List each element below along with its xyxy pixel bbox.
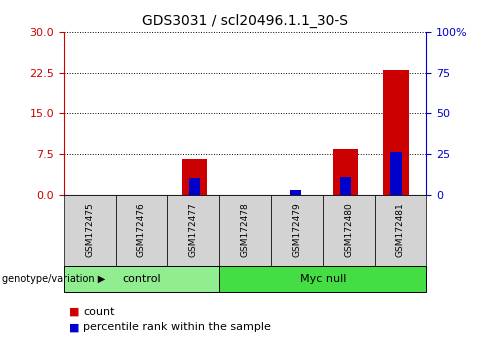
Text: GSM172478: GSM172478 xyxy=(241,203,249,257)
Text: GSM172477: GSM172477 xyxy=(189,203,197,257)
Text: GSM172475: GSM172475 xyxy=(85,203,94,257)
Bar xyxy=(333,149,358,195)
Text: Myc null: Myc null xyxy=(299,274,346,284)
Title: GDS3031 / scl20496.1.1_30-S: GDS3031 / scl20496.1.1_30-S xyxy=(142,14,348,28)
Bar xyxy=(391,152,402,195)
Text: control: control xyxy=(122,274,161,284)
Text: GSM172476: GSM172476 xyxy=(137,203,146,257)
Bar xyxy=(290,190,301,195)
Text: ■: ■ xyxy=(69,307,79,316)
Text: count: count xyxy=(83,307,115,316)
Bar xyxy=(182,159,207,195)
Text: genotype/variation ▶: genotype/variation ▶ xyxy=(2,274,106,284)
Text: ■: ■ xyxy=(69,322,79,332)
Bar xyxy=(189,178,200,195)
Text: GSM172481: GSM172481 xyxy=(396,203,405,257)
Bar xyxy=(384,70,409,195)
Text: percentile rank within the sample: percentile rank within the sample xyxy=(83,322,271,332)
Text: GSM172479: GSM172479 xyxy=(293,203,301,257)
Text: GSM172480: GSM172480 xyxy=(344,203,353,257)
Bar xyxy=(340,177,351,195)
